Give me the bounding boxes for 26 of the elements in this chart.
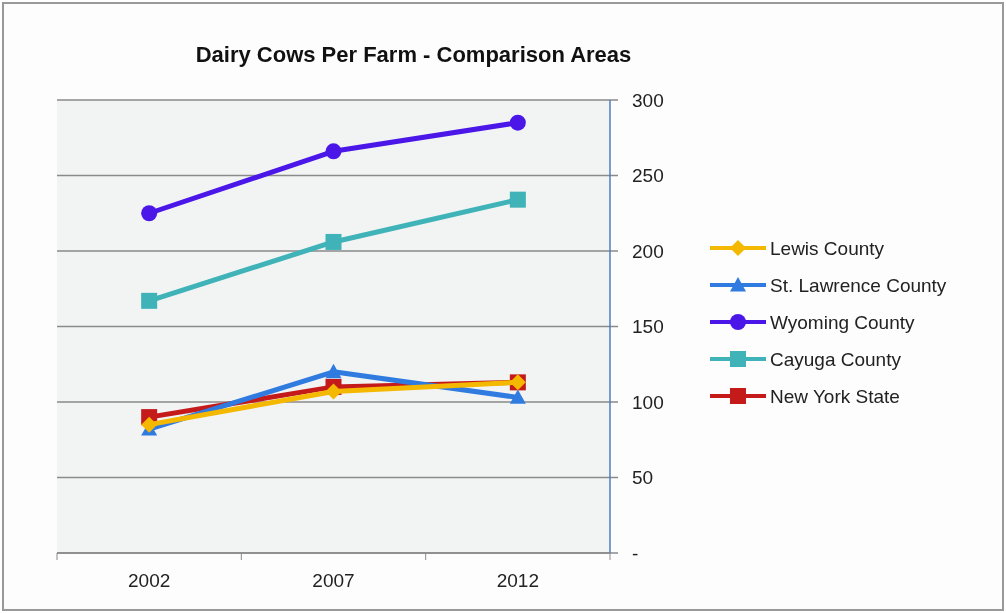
point <box>509 389 526 404</box>
point <box>141 205 158 222</box>
y-tick-label: 300 <box>632 89 664 111</box>
x-tick-label: 2012 <box>496 570 539 591</box>
point <box>325 143 342 160</box>
chart-title: Dairy Cows Per Farm - Comparison Areas <box>195 42 632 67</box>
y-tick-label: 150 <box>632 316 664 338</box>
point <box>141 292 158 309</box>
y-tick-label: 50 <box>632 467 654 489</box>
x-tick-label: 2007 <box>312 570 355 591</box>
y-tick-label: 250 <box>632 165 664 187</box>
y-tick-label: - <box>632 542 639 564</box>
legend-label: St. Lawrence County <box>770 274 947 296</box>
point <box>325 383 342 400</box>
legend-label: New York State <box>770 385 900 407</box>
point <box>509 114 526 131</box>
y-tick-label: 200 <box>632 240 664 262</box>
point <box>509 191 526 208</box>
y-tick-label: 100 <box>632 391 664 413</box>
point <box>325 363 342 379</box>
point <box>141 416 158 433</box>
x-tick-label: 2002 <box>128 570 171 591</box>
point <box>325 233 342 250</box>
legend-label: Wyoming County <box>770 311 915 333</box>
legend-label: Lewis County <box>770 237 885 259</box>
legend-label: Cayuga County <box>770 348 902 370</box>
